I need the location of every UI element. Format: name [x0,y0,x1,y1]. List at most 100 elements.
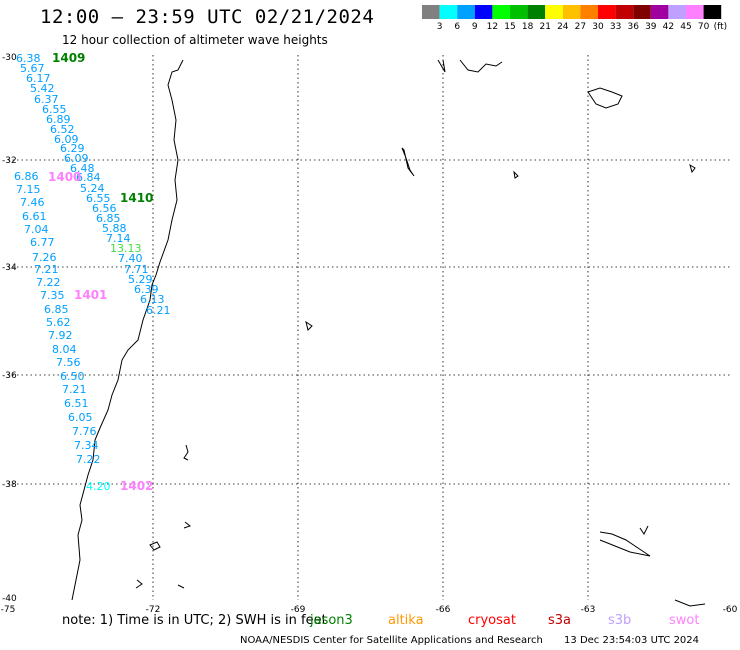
wave-height-label: 6.86 [14,170,39,183]
wave-height-label: 7.14 [106,232,131,245]
sat-swot: swot [669,613,700,628]
wave-height-label: 6.09 [54,133,79,146]
colorbar-labels: 3 6 9 12 15 18 21 24 27 30 33 36 39 42 45 70 (ft) [437,22,727,32]
colorbar [422,5,722,19]
lon-label: -72 [146,605,161,615]
lon-label: -60 [723,605,738,615]
land-blob-east [587,87,623,109]
colorbar-tick-label: 3 [437,22,443,32]
colorbar-swatch [562,5,581,19]
colorbar-tick-label: 24 [557,22,569,32]
wave-height-label: 7.21 [34,263,59,276]
coast-fragment-2 [183,521,192,529]
lat-label: -34 [2,263,17,273]
colorbar-tick-label: 45 [680,22,691,32]
wave-height-label: 5.62 [46,316,71,329]
lake-island-1 [401,147,415,177]
colorbar-swatch [598,5,616,19]
chile-coast [71,59,184,601]
pass-time-label: 1400 [48,170,81,184]
lat-label: -36 [2,371,17,381]
wave-height-label: 7.15 [16,183,41,196]
colorbar-swatch [474,5,493,19]
colorbar-swatch [615,5,634,19]
coast-bottom-east [674,599,706,607]
wave-height-labels: 6.385.676.175.426.376.556.896.526.096.29… [14,52,171,493]
wave-height-label: 6.50 [60,370,85,383]
colorbar-swatch [510,5,528,19]
wave-height-label: 6.37 [34,93,59,106]
wave-height-label: 8.04 [52,343,77,356]
wave-height-label: 7.26 [32,251,57,264]
colorbar-tick-label: 33 [610,22,621,32]
lat-label: -32 [2,156,17,166]
wave-height-label: 6.48 [70,162,95,175]
colorbar-tick-label: 70 [698,22,710,32]
coastlines [71,59,706,607]
pass-time-labels: 1409 1400 1410 1401 1402 [48,51,153,493]
wave-height-label: 7.35 [40,289,65,302]
colorbar-swatch [668,5,686,19]
colorbar-swatch [580,5,598,19]
pass-time-label: 1410 [120,191,153,205]
sat-s3b: s3b [608,613,632,628]
coast-fragment-3 [135,579,143,589]
colorbar-tick-label: 39 [645,22,657,32]
wave-height-label: 6.09 [64,152,89,165]
graticule [8,55,732,600]
latitude-labels: -30 -32 -34 -36 -38 -40 [2,53,17,604]
wave-height-label: 5.67 [20,62,45,75]
colorbar-unit: (ft) [714,22,728,32]
colorbar-tick-label: 6 [454,22,460,32]
colorbar-swatch [545,5,563,19]
wave-height-label: 6.85 [96,212,121,225]
wave-height-label: 7.21 [62,383,87,396]
coast-east-south [599,531,651,557]
wave-height-label: 7.22 [76,453,101,466]
wave-height-label: 6.39 [134,283,159,296]
lon-label: -66 [436,605,451,615]
colorbar-swatch [422,5,440,19]
colorbar-tick-label: 9 [472,22,478,32]
coast-fragment-4 [177,584,185,589]
wave-height-label: 13.13 [110,242,142,255]
coast-fragment-1 [183,444,189,461]
lon-label: -75 [1,605,16,615]
andes-island-left [149,541,161,551]
wave-height-label: 7.34 [74,439,99,452]
sat-s3a: s3a [548,613,572,628]
wave-height-label: 7.92 [48,329,73,342]
wave-height-label: 7.71 [124,263,149,276]
colorbar-swatch [633,5,651,19]
wave-height-label: 7.40 [118,252,143,265]
wave-height-label: 6.77 [30,236,55,249]
sat-cryosat: cryosat [468,613,516,628]
colorbar-swatch [703,5,722,19]
colorbar-tick-label: 15 [504,22,515,32]
colorbar-swatch [527,5,546,19]
coast-south-east [639,525,649,535]
wave-height-label: 6.85 [44,303,69,316]
footer-timestamp: 13 Dec 23:54:03 UTC 2024 [564,635,700,646]
wave-height-label: 7.22 [36,276,61,289]
lat-label: -30 [2,53,17,63]
sat-altika: altika [388,613,424,628]
colorbar-swatch [686,5,704,19]
wave-height-label: 6.55 [42,103,67,116]
wave-height-label: 6.89 [46,113,71,126]
map-title: 12:00 – 23:59 UTC 02/21/2024 [40,6,375,28]
small-island-east [689,163,696,174]
wave-height-label: 7.56 [56,356,81,369]
wave-height-label: 7.76 [72,425,97,438]
colorbar-swatch [457,5,475,19]
wave-height-label: 7.46 [20,196,45,209]
colorbar-tick-label: 27 [575,22,586,32]
lake-island-2 [513,170,519,179]
wave-height-label: 4.20 [86,480,111,493]
wave-height-label: 6.55 [86,192,111,205]
map-subtitle: 12 hour collection of altimeter wave hei… [62,33,328,47]
wave-height-label: 6.61 [22,210,47,223]
wave-height-label: 6.52 [50,123,75,136]
colorbar-tick-label: 36 [627,22,639,32]
